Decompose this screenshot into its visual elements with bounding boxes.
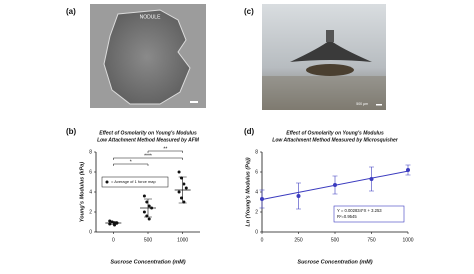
y-tick-label: 6 bbox=[89, 169, 92, 175]
chart-subtitle: Low Attachment Method Measured by AFM bbox=[97, 137, 200, 143]
data-point bbox=[184, 186, 188, 190]
y-tick-label: 2 bbox=[89, 209, 92, 215]
data-point bbox=[179, 196, 183, 200]
y-tick-label: 6 bbox=[255, 169, 258, 175]
x-axis-label: Sucrose Concentration (mM) bbox=[297, 259, 372, 265]
afm-image bbox=[90, 4, 206, 108]
data-point bbox=[177, 190, 181, 194]
x-tick-label: 500 bbox=[331, 237, 340, 243]
data-point bbox=[142, 210, 146, 214]
data-point bbox=[260, 197, 264, 201]
y-tick-label: 2 bbox=[255, 209, 258, 215]
error-bar bbox=[144, 198, 152, 218]
legend-label: = Average of 1 force map bbox=[111, 179, 157, 184]
panel-label: (a) bbox=[66, 7, 76, 16]
significance-label: ** bbox=[163, 146, 167, 152]
y-tick-label: 8 bbox=[89, 149, 92, 155]
y-tick-label: 4 bbox=[255, 189, 258, 195]
data-point bbox=[333, 183, 337, 187]
data-point bbox=[177, 170, 181, 174]
y-tick-label: 0 bbox=[89, 229, 92, 235]
x-tick-label: 0 bbox=[112, 237, 115, 243]
chart-subtitle: Low Attachment Method Measured by Micros… bbox=[272, 137, 398, 143]
x-tick-label: 750 bbox=[367, 237, 376, 243]
image-caption: 500 µm bbox=[356, 102, 368, 106]
significance-label: * bbox=[130, 159, 132, 165]
data-point bbox=[147, 217, 151, 221]
data-point bbox=[406, 168, 410, 172]
y-tick-label: 8 bbox=[255, 149, 258, 155]
y-axis-label: Ln (Young's Modulus (Pa)) bbox=[245, 157, 251, 226]
data-point bbox=[182, 182, 186, 186]
fit-annotation-box bbox=[333, 205, 405, 223]
data-point bbox=[369, 177, 374, 181]
significance-label: **** bbox=[144, 153, 152, 159]
data-point bbox=[147, 204, 151, 208]
legend-box bbox=[101, 176, 169, 188]
data-point bbox=[142, 194, 146, 198]
image-caption: NODULE bbox=[140, 14, 162, 20]
error-bar bbox=[178, 176, 187, 204]
x-tick-label: 250 bbox=[294, 237, 303, 243]
fit-r2: R²=0.9545 bbox=[337, 214, 357, 219]
panel-label: (d) bbox=[244, 127, 255, 136]
significance-bracket bbox=[147, 150, 183, 153]
chart-title: Effect of Osmolarity on Young's Modulus bbox=[286, 130, 384, 136]
x-axis-label: Sucrose Concentration (mM) bbox=[110, 259, 185, 265]
legend-marker bbox=[105, 180, 109, 184]
y-tick-label: 4 bbox=[89, 189, 92, 195]
significance-bracket bbox=[113, 157, 183, 160]
data-point bbox=[145, 200, 149, 204]
data-point bbox=[296, 194, 301, 198]
error-bar bbox=[109, 221, 118, 225]
x-tick-label: 0 bbox=[261, 237, 264, 243]
y-axis-label: Young's Modulus (kPa) bbox=[79, 162, 85, 223]
significance-bracket bbox=[113, 163, 149, 166]
y-tick-label: 0 bbox=[255, 229, 258, 235]
droplet-photo bbox=[262, 4, 386, 110]
panel-label: (b) bbox=[66, 127, 77, 136]
x-tick-label: 1000 bbox=[177, 237, 188, 243]
panel-label: (c) bbox=[244, 7, 254, 16]
x-tick-label: 500 bbox=[144, 237, 153, 243]
fit-equation: Y = 0.002834*X + 3.253 bbox=[337, 208, 382, 213]
x-tick-label: 1000 bbox=[402, 237, 413, 243]
chart-title: Effect of Osmolarity on Young's Modulus bbox=[99, 130, 197, 136]
